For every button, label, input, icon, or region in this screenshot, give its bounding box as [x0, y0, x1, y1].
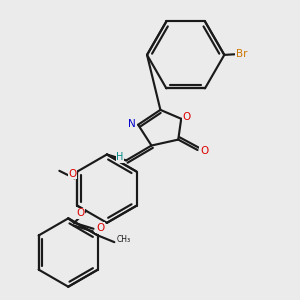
Text: O: O — [200, 146, 208, 157]
Text: CH₃: CH₃ — [116, 235, 130, 244]
Text: O: O — [182, 112, 191, 122]
Text: H: H — [116, 152, 123, 162]
Text: N: N — [128, 119, 135, 129]
Text: O: O — [96, 223, 104, 233]
Text: O: O — [69, 169, 77, 179]
Text: Br: Br — [236, 49, 247, 59]
Text: O: O — [76, 208, 85, 218]
